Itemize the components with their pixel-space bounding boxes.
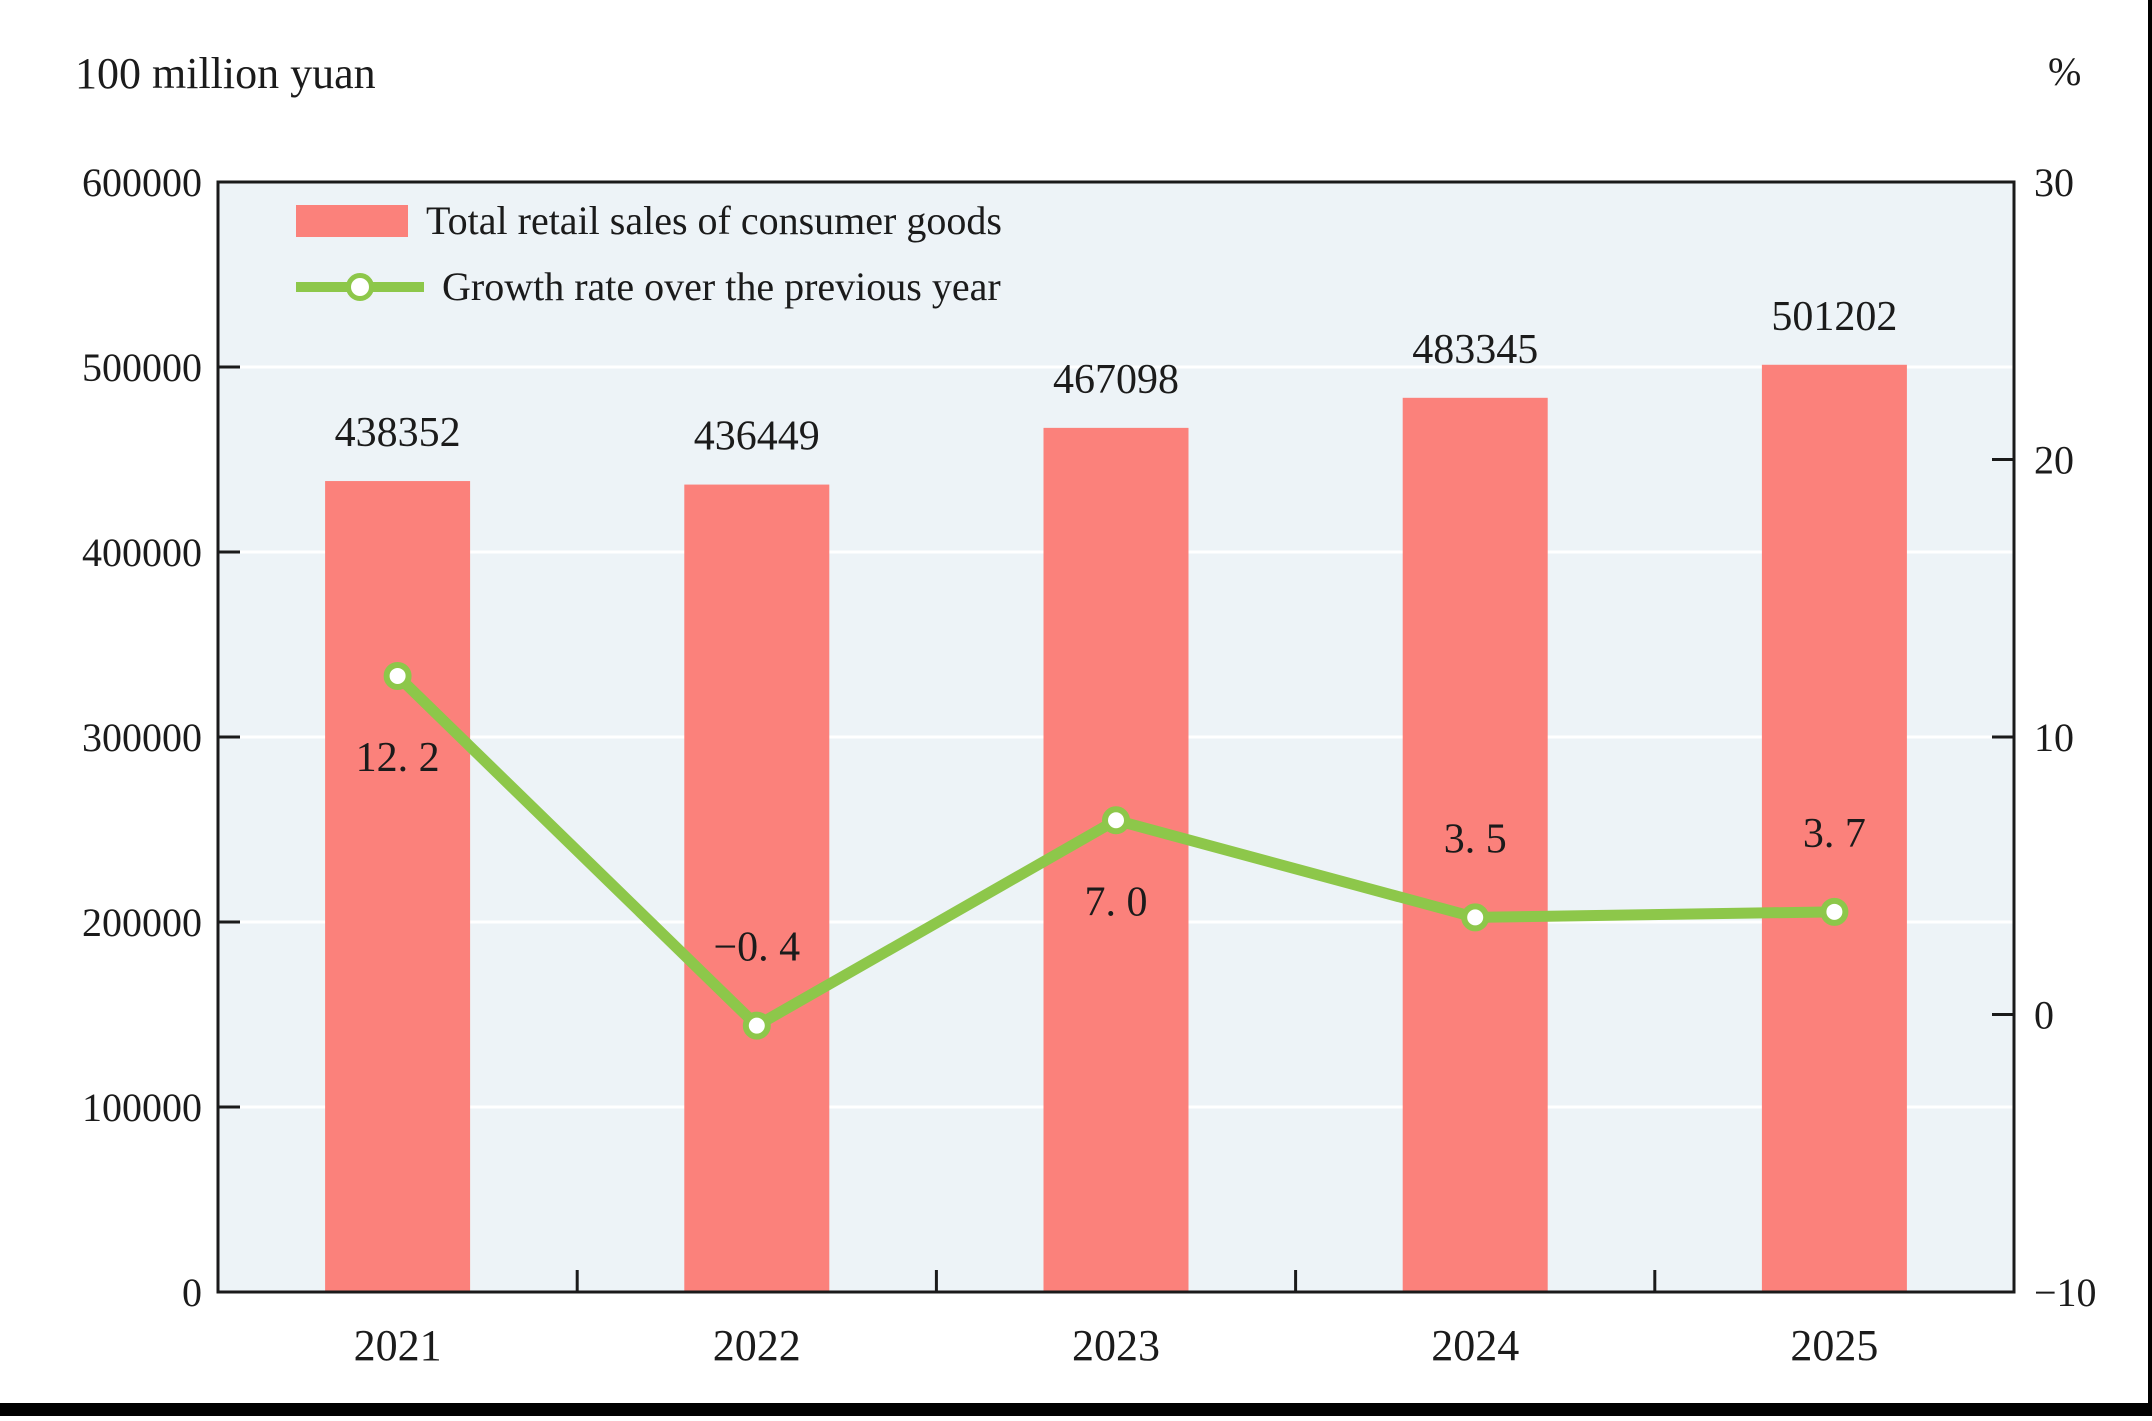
growth-value-label: 3. 5 bbox=[1444, 816, 1507, 862]
line-series-swatch-icon bbox=[296, 271, 424, 303]
bar bbox=[325, 481, 471, 1292]
right-axis-tick-label: 30 bbox=[2034, 160, 2074, 205]
growth-value-label: −0. 4 bbox=[713, 925, 800, 971]
growth-value-label: 3. 7 bbox=[1803, 811, 1866, 857]
right-axis-tick-label: 20 bbox=[2034, 438, 2074, 483]
x-axis-category-label: 2024 bbox=[1431, 1321, 1519, 1370]
right-axis-unit-title: % bbox=[2048, 49, 2082, 94]
legend-item-growth-rate: Growth rate over the previous year bbox=[296, 258, 1002, 316]
growth-value-label: 12. 2 bbox=[356, 735, 440, 781]
growth-marker bbox=[1461, 903, 1490, 932]
left-axis-tick-label: 300000 bbox=[82, 715, 202, 760]
left-axis-tick-label: 400000 bbox=[82, 530, 202, 575]
bar-value-label: 467098 bbox=[1053, 357, 1179, 403]
legend-item-retail-sales: Total retail sales of consumer goods bbox=[296, 192, 1002, 250]
legend-label: Total retail sales of consumer goods bbox=[426, 198, 1002, 243]
growth-marker bbox=[742, 1011, 771, 1040]
right-axis-tick-label: 10 bbox=[2034, 715, 2074, 760]
left-axis-tick-label: 0 bbox=[182, 1270, 202, 1315]
growth-value-label: 7. 0 bbox=[1085, 879, 1148, 925]
x-axis-category-label: 2023 bbox=[1072, 1321, 1160, 1370]
left-axis-tick-label: 100000 bbox=[82, 1085, 202, 1130]
x-axis-category-label: 2022 bbox=[713, 1321, 801, 1370]
left-axis-unit-title: 100 million yuan bbox=[75, 49, 376, 98]
chart-legend: Total retail sales of consumer goods Gro… bbox=[296, 192, 1002, 316]
x-axis-category-label: 2025 bbox=[1790, 1321, 1878, 1370]
x-axis-category-label: 2021 bbox=[354, 1321, 442, 1370]
left-axis-tick-label: 500000 bbox=[82, 345, 202, 390]
bar-value-label: 438352 bbox=[335, 410, 461, 456]
bar-value-label: 483345 bbox=[1412, 327, 1538, 373]
growth-marker bbox=[1820, 897, 1849, 926]
right-axis-tick-label: 0 bbox=[2034, 993, 2054, 1038]
left-axis-tick-label: 200000 bbox=[82, 900, 202, 945]
right-axis-tick-label: −10 bbox=[2034, 1270, 2097, 1315]
bar-value-label: 501202 bbox=[1771, 294, 1897, 340]
growth-marker bbox=[383, 661, 412, 690]
bar bbox=[1402, 397, 1548, 1292]
line-swatch-marker-icon bbox=[346, 273, 374, 301]
bar-value-label: 436449 bbox=[694, 414, 820, 460]
growth-marker bbox=[1102, 806, 1130, 835]
bar bbox=[1043, 427, 1189, 1292]
image-bottom-border bbox=[0, 1403, 2152, 1416]
bar bbox=[1761, 364, 1907, 1292]
bar-series-swatch-icon bbox=[296, 205, 408, 237]
legend-label: Growth rate over the previous year bbox=[442, 264, 1001, 309]
left-axis-tick-label: 600000 bbox=[82, 160, 202, 205]
bar bbox=[684, 484, 830, 1292]
image-right-border bbox=[2148, 0, 2152, 1416]
